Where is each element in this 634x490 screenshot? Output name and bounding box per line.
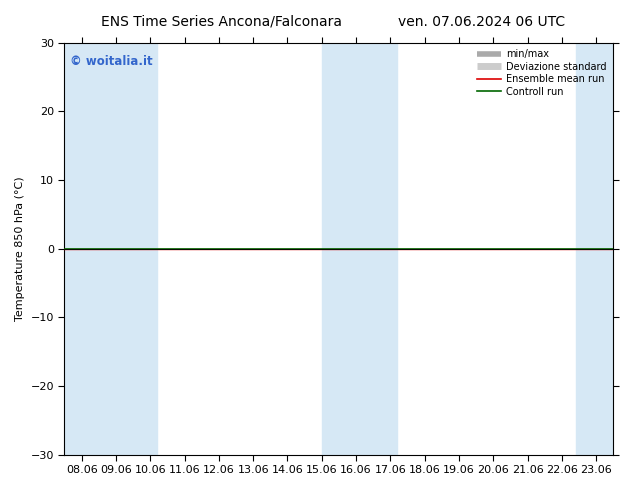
Bar xyxy=(65,43,157,455)
Legend: min/max, Deviazione standard, Ensemble mean run, Controll run: min/max, Deviazione standard, Ensemble m… xyxy=(475,48,609,98)
Bar xyxy=(322,43,398,455)
Text: ENS Time Series Ancona/Falconara: ENS Time Series Ancona/Falconara xyxy=(101,15,342,29)
Bar xyxy=(576,43,614,455)
Y-axis label: Temperature 850 hPa (°C): Temperature 850 hPa (°C) xyxy=(15,176,25,321)
Text: © woitalia.it: © woitalia.it xyxy=(70,55,153,68)
Text: ven. 07.06.2024 06 UTC: ven. 07.06.2024 06 UTC xyxy=(398,15,566,29)
